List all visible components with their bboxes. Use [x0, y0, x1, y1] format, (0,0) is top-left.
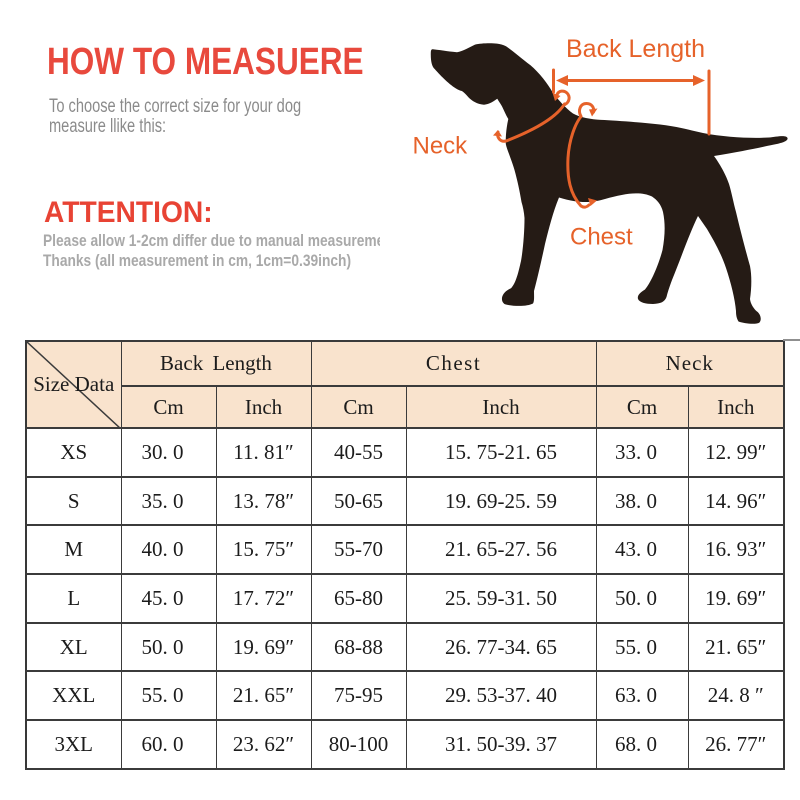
- svg-text:Back Length: Back Length: [566, 35, 705, 63]
- svg-text:Chest: Chest: [570, 224, 633, 251]
- svg-text:Neck: Neck: [413, 133, 469, 160]
